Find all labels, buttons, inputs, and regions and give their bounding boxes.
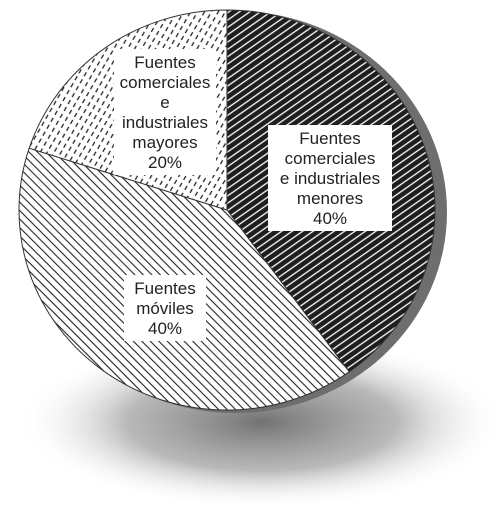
slice-label-line: Fuentes — [134, 53, 195, 72]
slice-label-line: mayores — [132, 133, 197, 152]
slice-label-line: comerciales — [120, 73, 211, 92]
slice-label-line: Fuentes — [134, 279, 195, 298]
slice-label-line: comerciales — [285, 149, 376, 168]
slice-label-background — [124, 275, 206, 341]
slice-label-line: móviles — [136, 299, 194, 318]
slice-label-line: Fuentes — [299, 129, 360, 148]
slice-value-label: 20% — [148, 153, 182, 172]
slice-label-line: menores — [297, 189, 363, 208]
slice-label-background — [114, 49, 216, 175]
slice-value-label: 40% — [148, 319, 182, 338]
slice-label-background — [268, 125, 392, 231]
slice-label-line: industriales — [122, 113, 208, 132]
slice-label-line: e — [160, 93, 169, 112]
slice-value-label: 40% — [313, 209, 347, 228]
slice-label-line: e industriales — [280, 169, 380, 188]
